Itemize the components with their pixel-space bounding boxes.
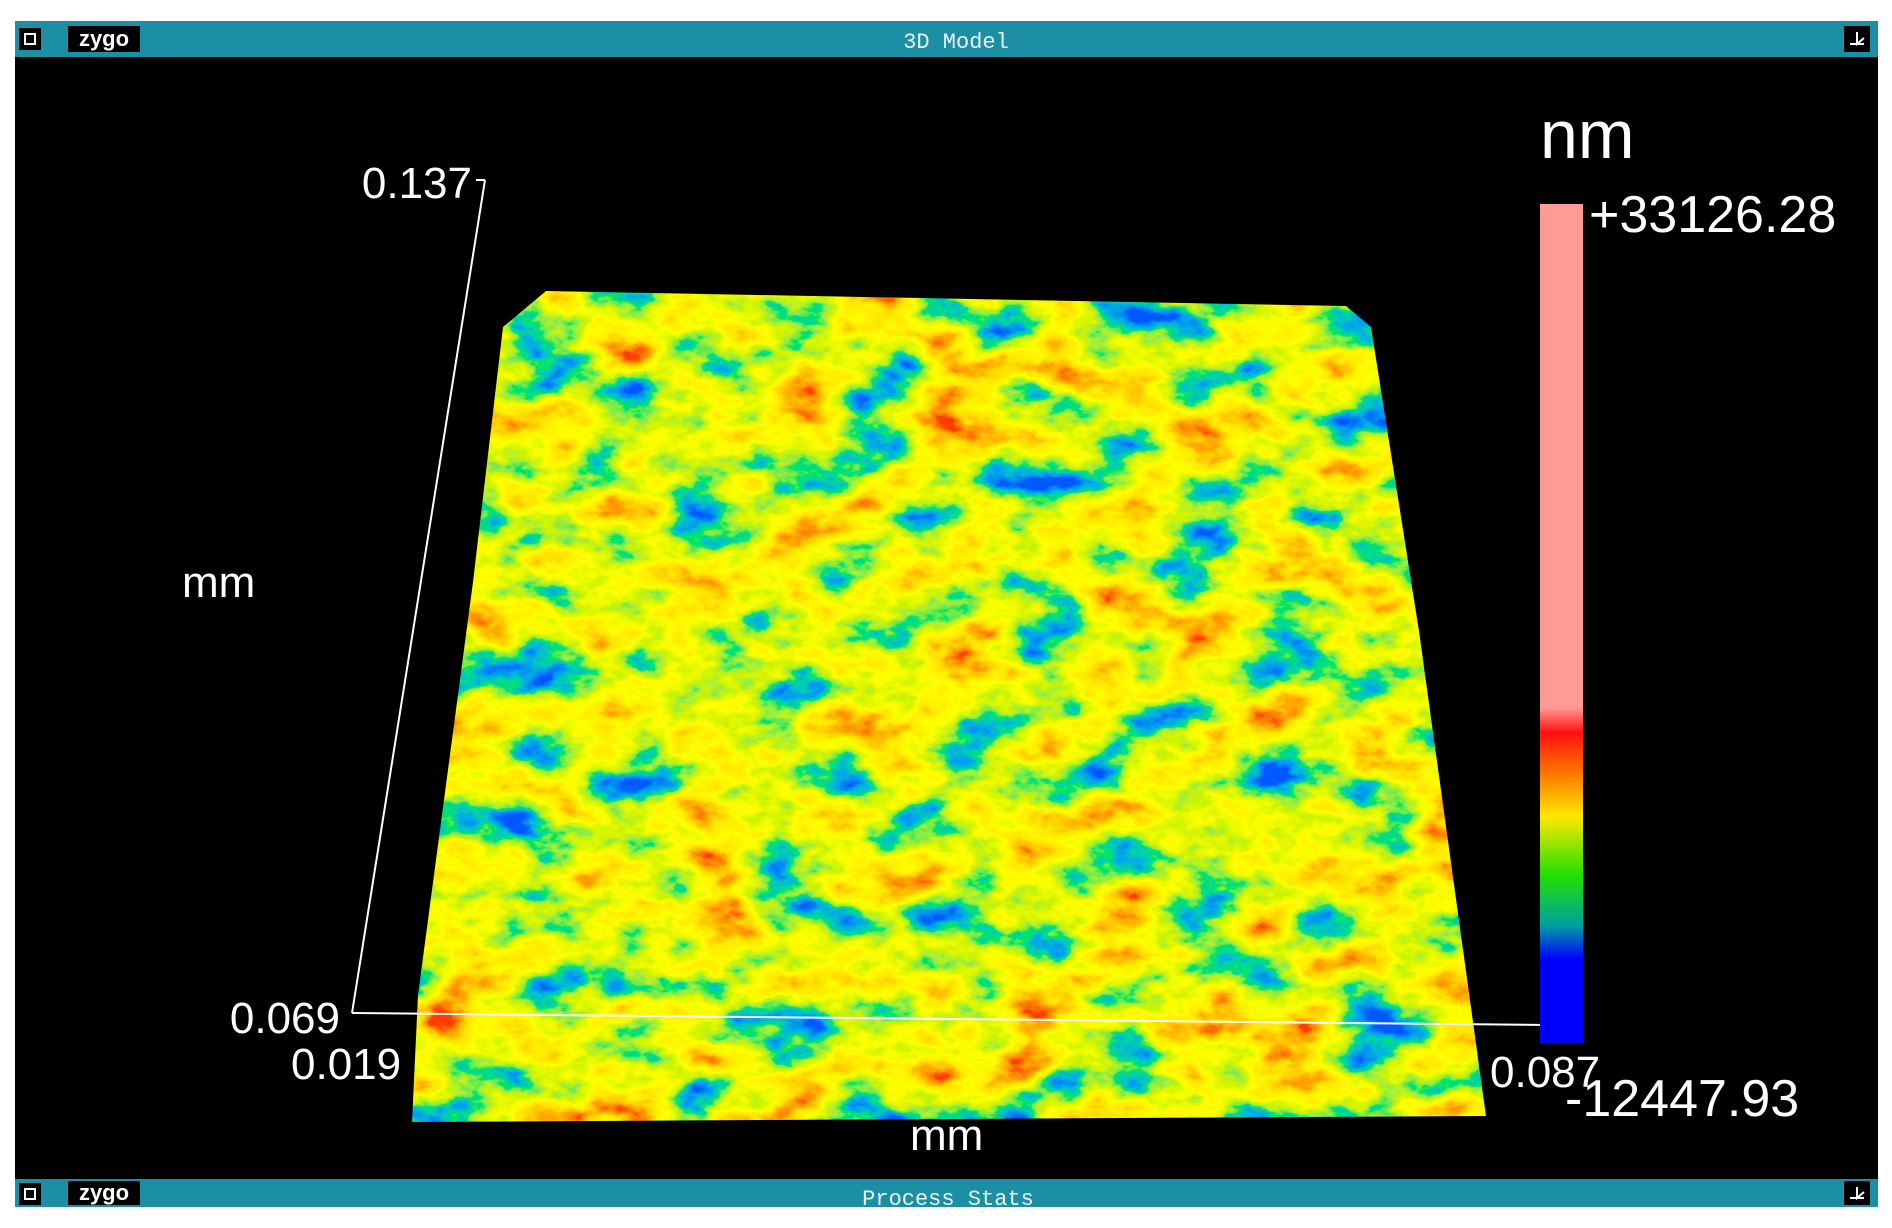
logo-box [68,26,140,52]
title-bar [15,21,1878,57]
colorbar-min: -12447.93 [1565,1070,1799,1128]
surface-3d [412,291,1486,1122]
close-button[interactable] [19,28,41,50]
lower-logo: zygo [79,1180,129,1205]
lower-window-title: Process Stats [862,1187,1034,1212]
y-top-label: 0.137 [362,159,472,208]
colorbar-max: +33126.28 [1589,186,1836,244]
lower-title-bar [15,1179,1878,1207]
color-bar [1540,204,1583,1043]
logo: zygo [79,26,129,51]
y-unit-label: mm [182,558,255,607]
y-axis-line [351,179,486,1014]
lower-close-button[interactable] [19,1183,41,1205]
x-unit-label: mm [910,1111,983,1160]
x-axis-line [351,1012,1551,1026]
x-left-label: 0.019 [291,1040,401,1089]
y-bottom-label: 0.069 [230,994,340,1043]
x-right-label: 0.087 [1490,1048,1600,1097]
lower-logo-box [68,1181,140,1205]
colorbar-unit: nm [1540,97,1634,173]
window-title: 3D Model [903,30,1009,55]
